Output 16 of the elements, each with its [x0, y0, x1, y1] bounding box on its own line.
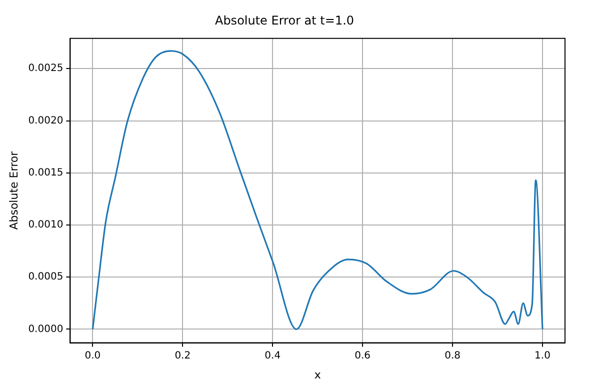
- y-tick-label: 0.0015: [28, 167, 64, 178]
- y-tick-label: 0.0005: [28, 272, 64, 283]
- line-series: [92, 50, 544, 330]
- x-tick-label: 1.0: [534, 350, 550, 362]
- x-axis-title: x: [314, 368, 322, 382]
- x-tick-label: 0.8: [444, 350, 460, 362]
- x-tick-label: 0.6: [354, 350, 371, 362]
- y-tick-label: 0.0010: [28, 220, 64, 231]
- chart-title: Absolute Error at t=1.0: [214, 13, 354, 28]
- y-tick-label: 0.0020: [28, 115, 64, 126]
- y-tick-label: 0.0025: [28, 63, 64, 74]
- x-tick-label: 0.2: [174, 350, 191, 362]
- x-tick-label: 0.4: [264, 350, 281, 362]
- y-tick-label: 0.0000: [28, 324, 64, 335]
- y-axis-title: Absolute Error: [7, 150, 20, 230]
- x-tick-label: 0.0: [84, 350, 101, 362]
